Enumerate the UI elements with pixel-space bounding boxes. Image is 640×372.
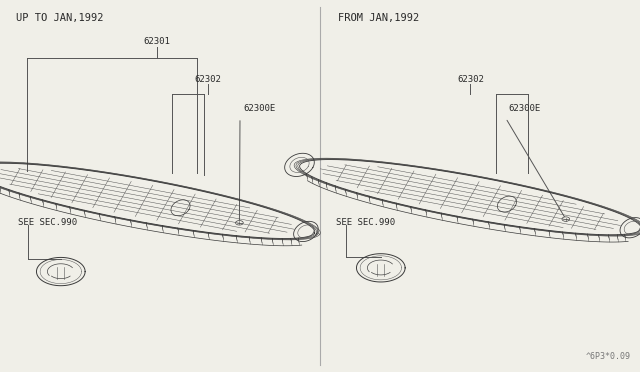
Text: SEE SEC.990: SEE SEC.990	[336, 218, 395, 227]
Text: 62301: 62301	[143, 38, 170, 46]
Text: SEE SEC.990: SEE SEC.990	[18, 218, 77, 227]
Text: 62302: 62302	[457, 75, 484, 84]
Text: 62300E: 62300E	[509, 105, 541, 113]
Text: UP TO JAN,1992: UP TO JAN,1992	[16, 13, 104, 23]
Text: 62302: 62302	[195, 75, 221, 84]
Text: 62300E: 62300E	[243, 105, 275, 113]
Text: FROM JAN,1992: FROM JAN,1992	[338, 13, 419, 23]
Text: ^6P3*0.09: ^6P3*0.09	[586, 352, 630, 361]
